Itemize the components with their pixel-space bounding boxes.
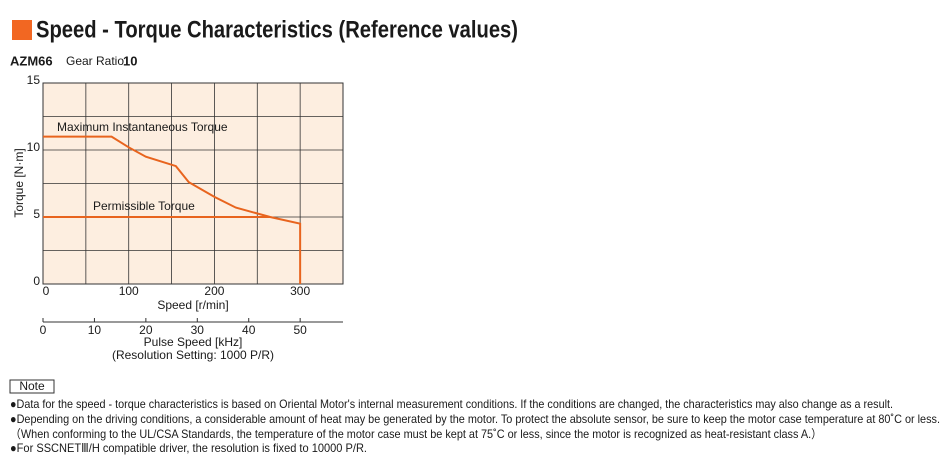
x2-tick-label: 40 — [242, 323, 256, 337]
plot-border — [42, 82, 344, 285]
series-label: Maximum Instantaneous Torque — [57, 120, 228, 134]
gear-label: Gear Ratio — [66, 54, 124, 68]
x2-axis-label: Pulse Speed [kHz] — [144, 335, 243, 349]
y-axis-label: Torque [N·m] — [12, 148, 26, 217]
note-item: （When conforming to the UL/CSA Standards… — [10, 427, 822, 441]
x-tick-label: 200 — [204, 284, 224, 298]
x-tick-label: 300 — [290, 284, 310, 298]
x-axis-label: Speed [r/min] — [157, 298, 228, 312]
y-tick-label: 10 — [27, 140, 41, 154]
x2-tick-label: 30 — [191, 323, 205, 337]
note-item: ●Depending on the driving conditions, a … — [10, 412, 940, 426]
gear-ratio: 10 — [123, 53, 137, 68]
x2-axis-note: (Resolution Setting: 1000 P/R) — [112, 348, 274, 362]
x2-tick-label: 0 — [40, 323, 47, 337]
series-line — [43, 135, 302, 284]
model: AZM66 — [10, 53, 53, 68]
x2-tick-label: 50 — [293, 323, 307, 337]
x2-tick-label: 10 — [88, 323, 102, 337]
x-tick-label: 100 — [119, 284, 139, 298]
x2-tick-label: 20 — [139, 323, 153, 337]
title-icon — [12, 20, 32, 40]
page-title: Speed - Torque Characteristics (Referenc… — [36, 16, 518, 43]
x-tick-label: 0 — [43, 284, 50, 298]
note-item: ●For SSCNETⅢ/H compatible driver, the re… — [10, 441, 367, 455]
y-tick-label: 15 — [27, 73, 41, 87]
y-tick-label: 5 — [33, 207, 40, 221]
note-item: ●Data for the speed - torque characteris… — [10, 397, 893, 411]
note-box — [9, 379, 55, 394]
y-tick-label: 0 — [33, 274, 40, 288]
note-label: Note — [19, 379, 45, 393]
series-label: Permissible Torque — [93, 199, 195, 213]
